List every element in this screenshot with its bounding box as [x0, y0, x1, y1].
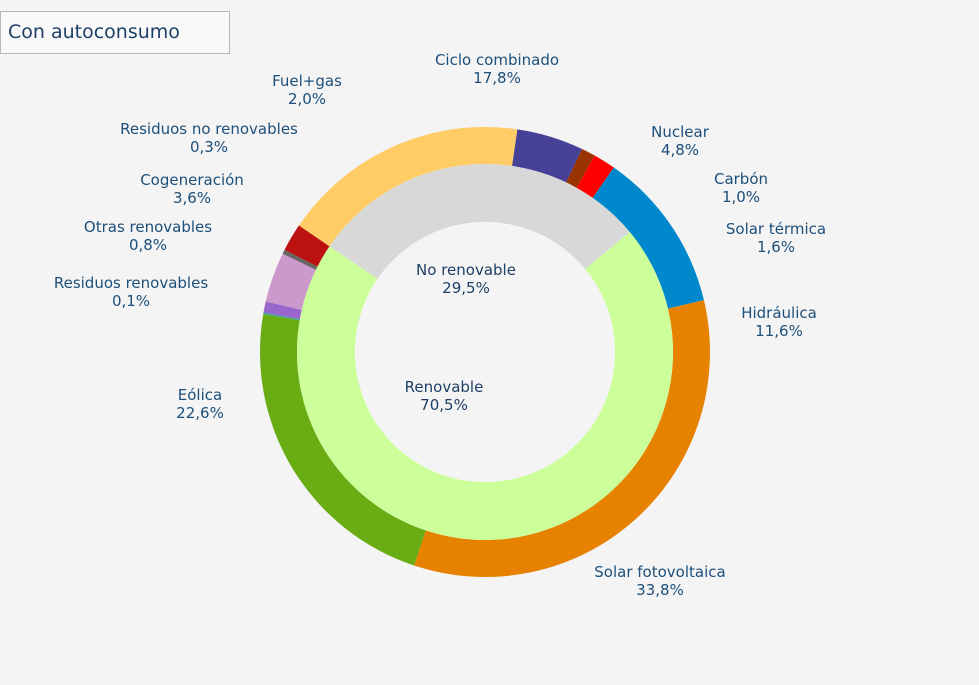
outer-slice-cogeneracion[interactable]	[265, 253, 316, 310]
inner-slice-renovable[interactable]	[297, 232, 673, 540]
inner-label-renovable: Renovable 70,5%	[405, 378, 484, 414]
outer-label-nuclear: Nuclear 4,8%	[651, 123, 710, 159]
outer-slice-residuos-renovables[interactable]	[263, 312, 300, 321]
outer-label-otras-renovables: Otras renovables 0,8%	[84, 218, 212, 254]
outer-label-hidraulica: Hidráulica 11,6%	[741, 304, 817, 340]
outer-label-residuos-no-renovables: Residuos no renovables 0,3%	[120, 120, 298, 156]
inner-slice-no-renovable[interactable]	[329, 163, 630, 279]
donut-hole	[355, 222, 615, 482]
outer-label-ciclo-combinado: Ciclo combinado 17,8%	[435, 51, 559, 87]
outer-label-cogeneracion: Cogeneración 3,6%	[140, 171, 244, 207]
outer-label-fuel-gas: Fuel+gas 2,0%	[272, 72, 342, 108]
chart-title: Con autoconsumo	[0, 11, 230, 54]
outer-slice-carbon[interactable]	[566, 149, 595, 188]
outer-slice-ciclo-combinado[interactable]	[298, 127, 518, 247]
outer-slice-solar-fotovoltaica[interactable]	[414, 300, 710, 577]
outer-slice-solar-termica[interactable]	[576, 155, 614, 198]
outer-label-solar-fotovoltaica: Solar fotovoltaica 33,8%	[594, 563, 725, 599]
outer-slice-otras-renovables[interactable]	[263, 301, 302, 320]
outer-label-residuos-renovables: Residuos renovables 0,1%	[54, 274, 208, 310]
outer-slice-fuel-gas[interactable]	[284, 225, 330, 267]
outer-label-solar-termica: Solar térmica 1,6%	[726, 220, 826, 256]
inner-label-no-renovable: No renovable 29,5%	[416, 261, 516, 297]
outer-slice-nuclear[interactable]	[512, 129, 583, 183]
outer-slice-hidraulica[interactable]	[592, 167, 704, 309]
outer-label-carbon: Carbón 1,0%	[714, 170, 768, 206]
outer-label-eolica: Eólica 22,6%	[176, 386, 224, 422]
outer-slice-eolica[interactable]	[259, 314, 426, 566]
outer-slice-residuos-no-renovables[interactable]	[282, 249, 318, 270]
